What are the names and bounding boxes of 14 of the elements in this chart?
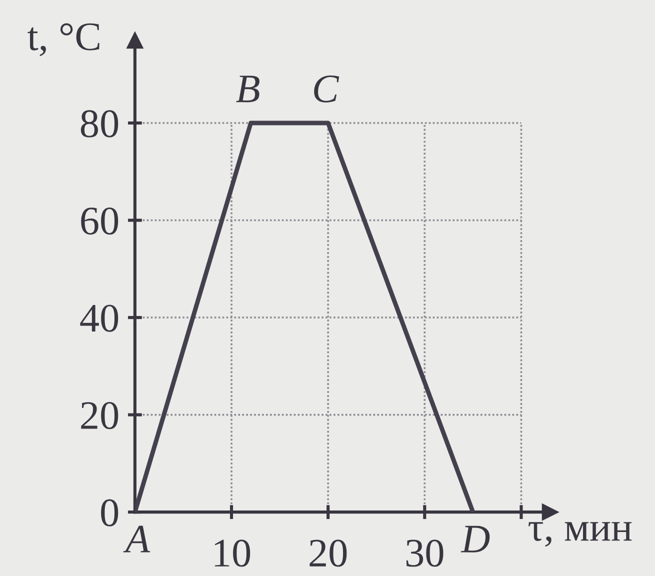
x-tick-label: 20 (310, 540, 347, 567)
annotation: B (236, 76, 260, 102)
annotation: C (314, 75, 340, 102)
annotation: D (460, 526, 490, 552)
y-axis-title: t, °C (28, 23, 100, 56)
y-tick-label: 40 (80, 304, 118, 332)
y-tick-label: 20 (81, 402, 118, 430)
x-axis-title: τ, мин (528, 522, 632, 547)
x-tick-label: 30 (406, 540, 444, 567)
y-tick-label: 0 (101, 499, 118, 526)
y-tick-label: 80 (80, 110, 118, 138)
x-tick-label: 10 (214, 540, 250, 567)
annotation: A (123, 526, 150, 552)
y-tick-label: 60 (81, 207, 118, 235)
